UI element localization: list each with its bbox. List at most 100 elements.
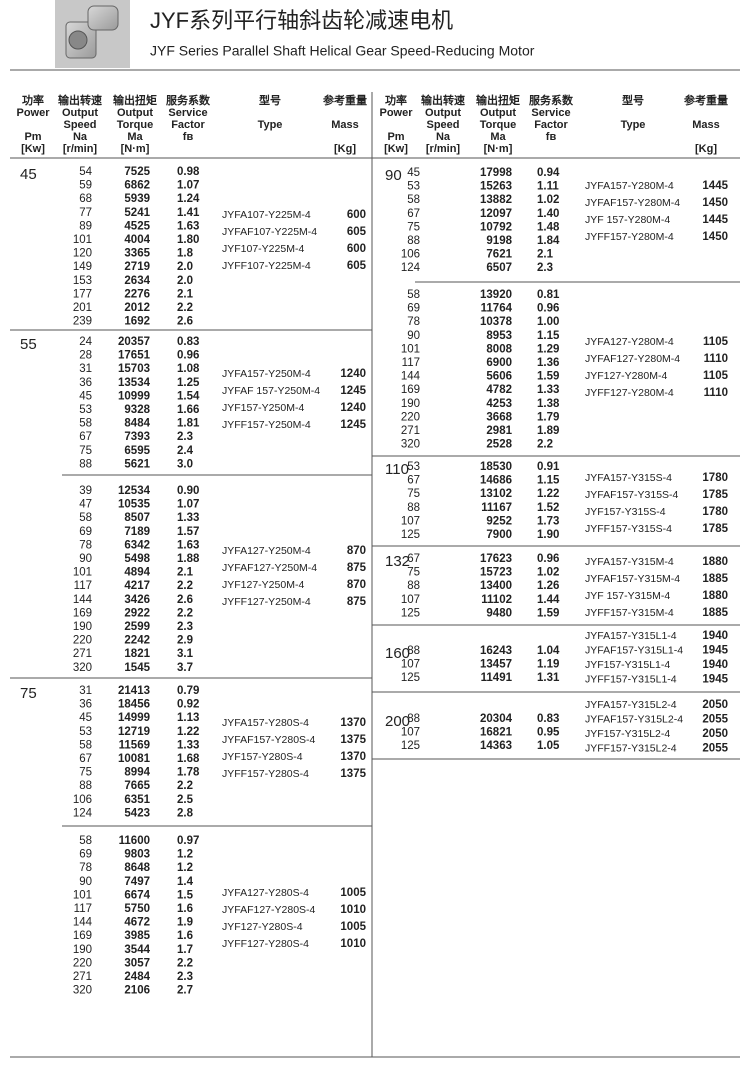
service-factor: 2.8 xyxy=(177,807,194,819)
column-header: 输出扭矩 xyxy=(476,93,520,107)
output-speed: 39 xyxy=(79,485,92,497)
model-type: JYFA157-Y315M-4 xyxy=(585,556,674,568)
column-header: Type xyxy=(621,119,646,131)
output-speed: 77 xyxy=(79,207,92,219)
output-speed: 144 xyxy=(401,371,421,383)
output-torque: 16243 xyxy=(480,645,512,657)
model-mass: 870 xyxy=(347,579,366,591)
column-header: [N·m] xyxy=(121,143,150,155)
service-factor: 1.2 xyxy=(177,849,193,861)
output-torque: 17651 xyxy=(118,350,151,362)
output-torque: 4525 xyxy=(124,220,150,232)
service-factor: 1.19 xyxy=(537,659,559,671)
column-header: Type xyxy=(258,119,283,131)
power: 200 xyxy=(385,713,410,730)
output-speed: 271 xyxy=(73,971,92,983)
output-speed: 190 xyxy=(73,621,92,633)
service-factor: 0.96 xyxy=(537,553,559,565)
output-speed: 75 xyxy=(79,767,92,779)
model-mass: 1940 xyxy=(702,630,728,642)
output-speed: 69 xyxy=(407,303,420,315)
service-factor: 1.02 xyxy=(537,567,559,579)
service-factor: 2.2 xyxy=(177,302,193,314)
output-torque: 6900 xyxy=(486,357,512,369)
column-header: [Kw] xyxy=(21,143,45,155)
service-factor: 0.95 xyxy=(537,727,560,739)
service-factor: 1.08 xyxy=(177,363,200,375)
service-factor: 1.81 xyxy=(177,418,200,430)
column-header: Output xyxy=(480,107,516,119)
output-speed: 320 xyxy=(401,439,420,451)
service-factor: 1.6 xyxy=(177,903,193,915)
output-torque: 14999 xyxy=(118,712,150,724)
output-speed: 169 xyxy=(73,607,92,619)
model-mass: 1880 xyxy=(702,590,728,602)
output-torque: 11491 xyxy=(481,672,513,684)
service-factor: 1.88 xyxy=(177,553,200,565)
model-type: JYFF157-Y250M-4 xyxy=(222,419,311,431)
output-torque: 5750 xyxy=(124,903,150,915)
service-factor: 1.26 xyxy=(537,580,559,592)
column-header: Speed xyxy=(63,119,96,131)
output-torque: 11764 xyxy=(481,303,513,315)
model-mass: 2055 xyxy=(702,714,728,726)
model-type: JYFA107-Y225M-4 xyxy=(222,209,311,221)
output-speed: 90 xyxy=(407,330,420,342)
output-torque: 18530 xyxy=(480,461,512,473)
output-torque: 6342 xyxy=(124,539,150,551)
output-torque: 20304 xyxy=(480,713,513,725)
output-torque: 2528 xyxy=(486,439,512,451)
service-factor: 1.63 xyxy=(177,220,199,232)
output-torque: 3544 xyxy=(124,944,150,956)
column-header: Ma xyxy=(127,131,143,143)
output-speed: 31 xyxy=(79,685,92,697)
column-header: Mass xyxy=(331,119,359,131)
output-speed: 271 xyxy=(73,648,92,660)
output-speed: 220 xyxy=(73,957,92,969)
model-type: JYF 157-Y315M-4 xyxy=(585,590,670,602)
service-factor: 1.33 xyxy=(537,384,559,396)
model-type: JYFA157-Y315L2-4 xyxy=(585,699,677,711)
service-factor: 1.33 xyxy=(177,512,199,524)
model-mass: 1005 xyxy=(340,887,366,899)
model-type: JYFAF127-Y280S-4 xyxy=(222,904,316,916)
output-speed: 117 xyxy=(402,357,420,369)
output-torque: 1545 xyxy=(124,662,150,674)
output-speed: 45 xyxy=(407,167,420,179)
output-speed: 58 xyxy=(407,194,420,206)
service-factor: 1.73 xyxy=(537,515,559,527)
column-header: Na xyxy=(73,131,88,143)
output-speed: 106 xyxy=(401,249,420,261)
model-type: JYFA157-Y280S-4 xyxy=(222,717,309,729)
output-speed: 177 xyxy=(73,288,92,300)
column-header: [r/min] xyxy=(63,143,98,155)
model-type: JYFA127-Y280S-4 xyxy=(222,887,309,899)
output-torque: 5423 xyxy=(124,807,150,819)
output-torque: 2634 xyxy=(124,275,150,287)
output-speed: 201 xyxy=(73,302,92,314)
model-mass: 1110 xyxy=(704,387,728,399)
service-factor: 1.44 xyxy=(537,594,560,606)
output-speed: 88 xyxy=(407,713,420,725)
model-mass: 1370 xyxy=(340,717,366,729)
output-speed: 88 xyxy=(79,458,92,470)
output-speed: 124 xyxy=(401,262,421,274)
model-type: JYF157-Y315S-4 xyxy=(585,506,666,518)
column-header: Torque xyxy=(480,119,516,131)
output-speed: 75 xyxy=(407,488,420,500)
model-type: JYFAF157-Y315L2-4 xyxy=(585,713,683,725)
service-factor: 2.1 xyxy=(177,288,194,300)
column-header: Factor xyxy=(171,119,205,131)
output-speed: 88 xyxy=(407,580,420,592)
service-factor: 2.2 xyxy=(177,957,193,969)
output-torque: 2012 xyxy=(124,302,150,314)
output-speed: 190 xyxy=(401,398,420,410)
column-header: Speed xyxy=(426,119,459,131)
service-factor: 2.0 xyxy=(177,275,193,287)
output-torque: 4217 xyxy=(124,580,150,592)
model-type: JYFA157-Y315L1-4 xyxy=(585,630,677,642)
model-mass: 600 xyxy=(347,243,366,255)
output-speed: 53 xyxy=(407,461,420,473)
service-factor: 2.3 xyxy=(177,621,193,633)
